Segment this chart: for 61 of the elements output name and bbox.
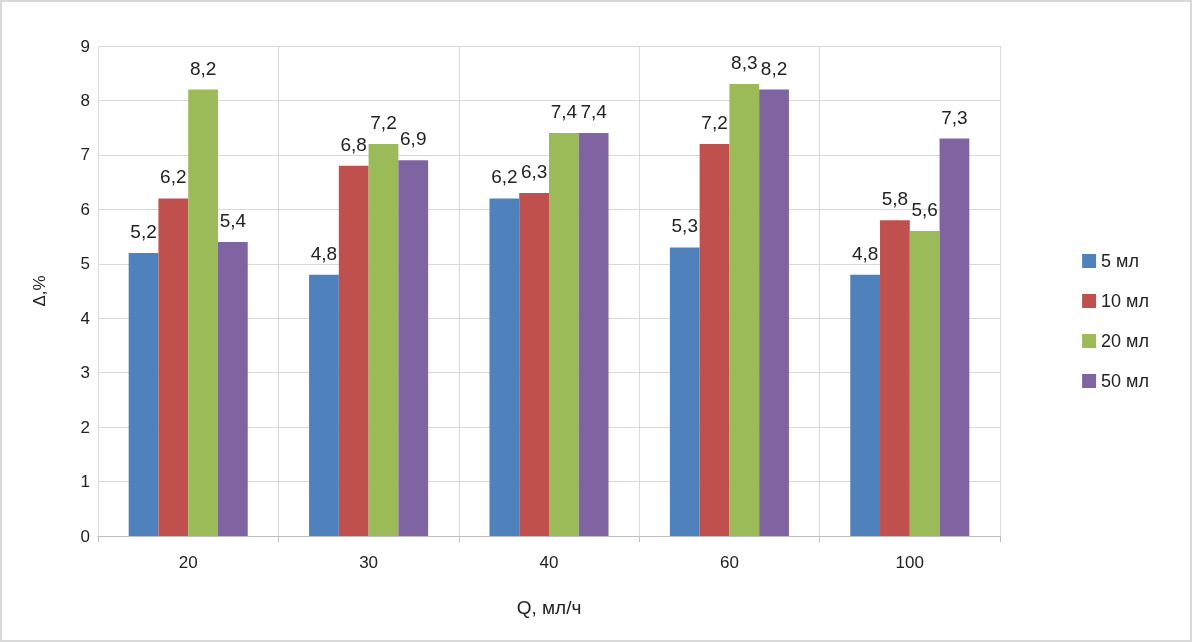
data-label: 5,4 (219, 210, 247, 231)
bar (699, 144, 730, 536)
data-label: 7,2 (701, 112, 728, 133)
y-tick-label: 0 (80, 526, 90, 546)
bar (549, 133, 579, 536)
legend-label: 5 мл (1101, 251, 1139, 271)
bar (309, 274, 339, 536)
data-label: 5,8 (881, 188, 909, 210)
y-tick-label: 2 (80, 417, 90, 437)
y-tick-label: 8 (80, 90, 90, 110)
data-label: 4,8 (310, 242, 338, 264)
bar (519, 193, 549, 536)
data-label: 5,2 (130, 220, 157, 242)
y-tick-label: 4 (80, 308, 90, 328)
bar (188, 89, 218, 536)
bar (880, 220, 910, 536)
data-label: 7,3 (941, 106, 968, 128)
bar (578, 133, 609, 536)
bar (368, 144, 399, 536)
bar (217, 242, 248, 536)
bar (338, 165, 369, 536)
bar (850, 274, 881, 536)
data-label: 8,2 (189, 57, 217, 79)
y-tick-label: 3 (80, 363, 90, 383)
x-tick-label: 30 (359, 553, 379, 572)
bar (489, 198, 520, 536)
x-axis-title: Q, мл/ч (516, 597, 582, 618)
x-tick-label: 100 (895, 553, 924, 572)
data-label: 5,6 (911, 199, 938, 221)
data-label: 6,9 (400, 128, 427, 150)
data-label: 4,8 (851, 242, 879, 264)
x-tick-label: 20 (178, 553, 198, 572)
data-label: 8,3 (731, 52, 758, 74)
bar (909, 231, 940, 536)
x-tick-label: 40 (539, 553, 559, 572)
y-tick-label: 7 (80, 145, 90, 165)
legend-label: 20 мл (1101, 331, 1150, 351)
legend-label: 50 мл (1101, 371, 1150, 391)
x-tick-label: 60 (719, 553, 739, 572)
bar (398, 160, 429, 536)
y-tick-label: 5 (80, 254, 90, 274)
data-label: 5,3 (671, 215, 698, 237)
bar (939, 138, 970, 536)
bar (128, 252, 159, 536)
y-axis-title: Δ,% (30, 275, 49, 307)
y-tick-label: 1 (80, 472, 90, 492)
y-tick-label: 6 (80, 199, 90, 219)
bar (158, 198, 189, 536)
data-label: 6,2 (491, 166, 518, 188)
data-label: 7,2 (370, 112, 397, 133)
bar (669, 247, 700, 536)
data-label: 6,8 (340, 133, 367, 155)
data-label: 8,2 (760, 57, 788, 79)
data-label: 7,4 (580, 101, 608, 123)
y-tick-label: 9 (80, 36, 90, 56)
data-label: 6,3 (520, 161, 548, 182)
legend-label: 10 мл (1101, 291, 1150, 311)
bar (759, 89, 789, 536)
data-label: 7,4 (550, 101, 578, 123)
data-label: 6,2 (160, 166, 187, 188)
bar (729, 84, 760, 536)
